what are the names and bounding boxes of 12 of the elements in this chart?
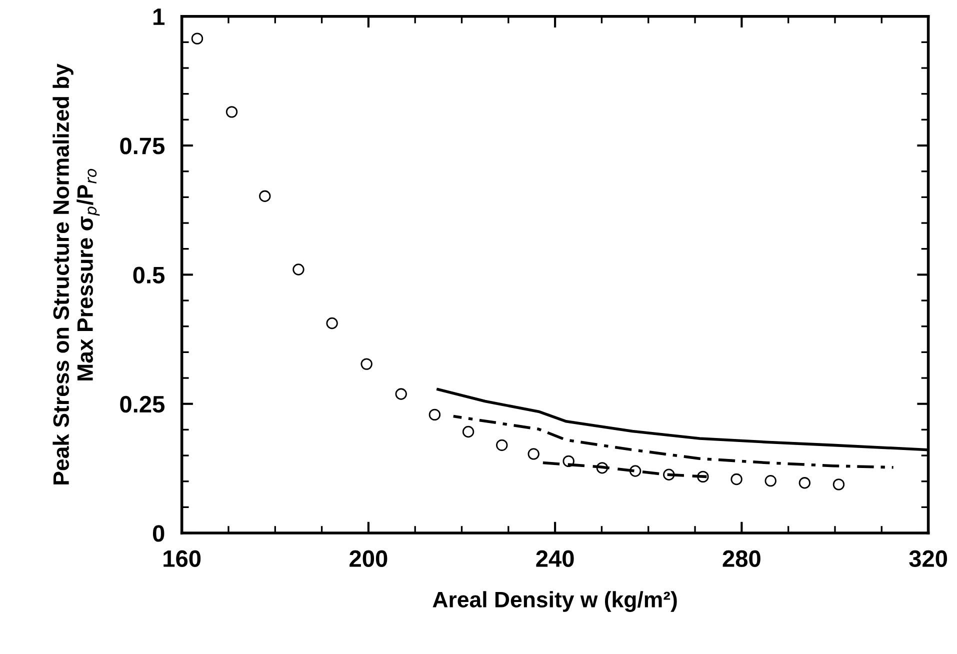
y-tick-label: 0.75 <box>120 138 165 154</box>
x-tick-label: 200 <box>350 550 388 568</box>
y-tick-label: 0.5 <box>133 266 165 284</box>
y-tick-label: 1 <box>154 8 165 25</box>
y-tick-label: 0.25 <box>120 396 165 413</box>
x-tick-label: 160 <box>164 550 201 568</box>
y-axis-title: Peak Stress on Structure Normalized by Max Pressure σ$_{p}$/P$_{ro}$ <box>52 64 100 484</box>
y-tick-label: 0 <box>152 525 164 542</box>
x-tick-label: 320 <box>909 550 948 568</box>
x-axis-title: Areal Density w (kg/m²) <box>432 591 677 612</box>
x-tick-label: 240 <box>536 550 574 568</box>
x-tick-label: 280 <box>722 550 760 568</box>
